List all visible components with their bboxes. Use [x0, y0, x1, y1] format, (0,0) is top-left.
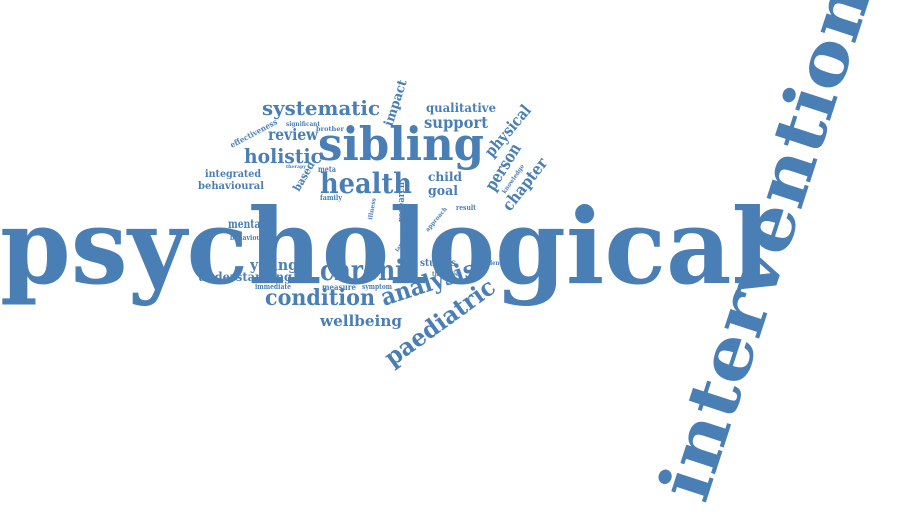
word-condition: condition	[265, 285, 375, 311]
word-immediate: immediate	[255, 282, 291, 291]
word-holistic: holistic	[244, 144, 322, 168]
word-wellbeing: wellbeing	[319, 312, 403, 330]
word-qualitative: qualitative	[426, 101, 496, 115]
word-integrated: integrated	[205, 169, 261, 180]
word-therapy: therapy	[286, 164, 307, 170]
word-sibling: sibling	[318, 117, 484, 171]
word-behavioural: behavioural	[198, 181, 264, 192]
word-therapies: therapies	[432, 271, 463, 278]
word-illness: illness	[367, 197, 378, 220]
word-goal: goal	[428, 184, 458, 199]
word-mental: mental	[228, 217, 264, 231]
word-result: result	[456, 203, 477, 212]
word-measure: measure	[322, 282, 356, 292]
word-understanding: understanding	[198, 270, 293, 284]
word-studies: studies	[420, 258, 456, 269]
word-systematic: systematic	[262, 96, 380, 120]
word-child: child	[428, 170, 463, 184]
word-research: research	[397, 182, 407, 222]
word-review: review	[268, 125, 319, 144]
word-chronic: chronic	[320, 254, 418, 287]
word-symptom: symptom	[362, 282, 392, 291]
word-young: young	[249, 256, 298, 274]
word-meta: meta	[318, 164, 336, 174]
word-support: support	[424, 113, 489, 132]
word-behaviour: behaviour	[230, 233, 264, 242]
word-significant: significant	[286, 121, 320, 128]
word-family: family	[320, 193, 343, 202]
word-brother: brother	[316, 126, 345, 133]
word-health: health	[320, 167, 412, 200]
word-evidence: evidence	[480, 260, 506, 267]
word-psychological: psychological	[0, 185, 770, 308]
